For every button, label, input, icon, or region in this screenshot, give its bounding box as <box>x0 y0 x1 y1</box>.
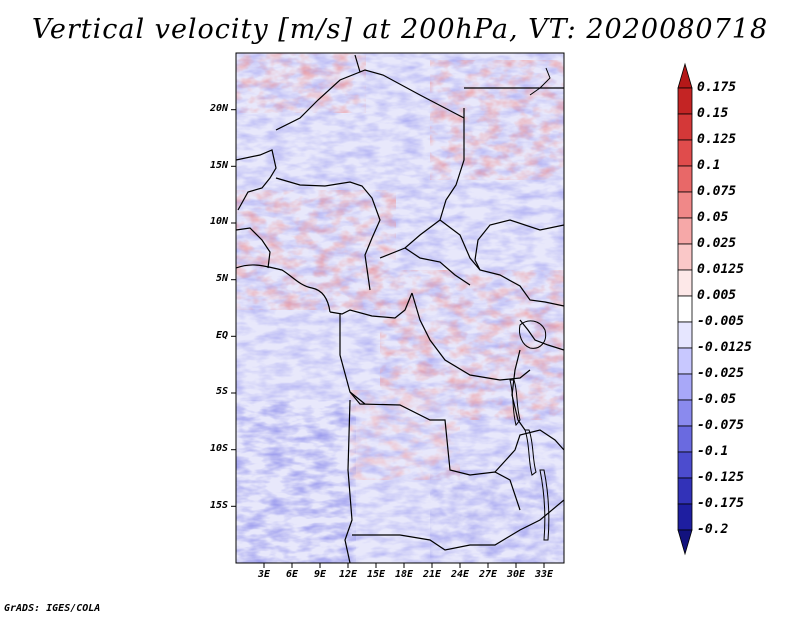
colorbar-label: 0.125 <box>697 132 737 147</box>
colorbar-label: -0.2 <box>697 522 729 537</box>
colorbar-segment <box>677 425 693 453</box>
x-tick-label: 9E <box>313 569 327 580</box>
chart-title: Vertical velocity [m/s] at 200hPa, VT: 2… <box>31 14 769 45</box>
x-tick-label: 18E <box>394 569 414 580</box>
y-tick-label: 10S <box>209 443 228 454</box>
colorbar-bottom-triangle <box>677 529 693 556</box>
colorbar-segment <box>677 87 693 115</box>
colorbar-segment <box>677 347 693 375</box>
colorbar-segment <box>677 243 693 271</box>
axis-ticks <box>231 109 545 568</box>
colorbar-segment <box>677 321 693 349</box>
colorbar-segment <box>677 217 693 245</box>
colorbar-label: 0.05 <box>697 210 729 225</box>
colorbar-segment <box>677 477 693 505</box>
lake-outlines <box>509 67 551 541</box>
colorbar-segment <box>677 295 693 323</box>
colorbar-label: 0.175 <box>697 80 737 95</box>
colorbar <box>677 62 693 556</box>
x-tick-label: 33E <box>534 569 554 580</box>
colorbar-label: -0.175 <box>697 496 744 511</box>
y-tick-label: 10N <box>209 216 228 227</box>
x-tick-label: 3E <box>257 569 271 580</box>
x-tick-label: 15E <box>366 569 386 580</box>
y-tick-label: 15N <box>209 160 228 171</box>
y-tick-label: 5N <box>215 273 228 284</box>
colorbar-label: -0.0125 <box>697 340 752 355</box>
colorbar-segment <box>677 503 693 531</box>
colorbar-segment <box>677 191 693 219</box>
colorbar-label: 0.075 <box>697 184 737 199</box>
colorbar-label: -0.125 <box>697 470 744 485</box>
colorbar-label: 0.1 <box>697 158 721 173</box>
colorbar-segment <box>677 399 693 427</box>
x-tick-label: 30E <box>506 569 526 580</box>
colorbar-label: 0.15 <box>697 106 729 121</box>
colorbar-label: -0.1 <box>697 444 729 459</box>
colorbar-segment <box>677 269 693 297</box>
x-tick-label: 12E <box>338 569 358 580</box>
x-tick-label: 27E <box>478 569 498 580</box>
x-tick-label: 24E <box>450 569 470 580</box>
velocity-field <box>236 53 564 563</box>
colorbar-label: -0.005 <box>697 314 744 329</box>
colorbar-segment <box>677 113 693 141</box>
y-tick-label: 15S <box>209 500 228 511</box>
plot-frame <box>235 52 565 564</box>
colorbar-segment <box>677 373 693 401</box>
colorbar-label: 0.0125 <box>697 262 744 277</box>
colorbar-label: -0.05 <box>697 392 737 407</box>
x-tick-label: 21E <box>422 569 442 580</box>
colorbar-top-triangle <box>677 62 693 89</box>
grads-credit: GrADS: IGES/COLA <box>4 603 101 614</box>
colorbar-segment <box>677 139 693 167</box>
x-tick-label: 6E <box>285 569 299 580</box>
y-tick-label: 5S <box>215 386 228 397</box>
colorbar-label: -0.075 <box>697 418 744 433</box>
y-tick-label: 20N <box>209 103 228 114</box>
colorbar-label: 0.025 <box>697 236 737 251</box>
colorbar-segment <box>677 165 693 193</box>
colorbar-label: -0.025 <box>697 366 744 381</box>
colorbar-segment <box>677 451 693 479</box>
colorbar-label: 0.005 <box>697 288 737 303</box>
y-tick-label: EQ <box>215 330 228 341</box>
